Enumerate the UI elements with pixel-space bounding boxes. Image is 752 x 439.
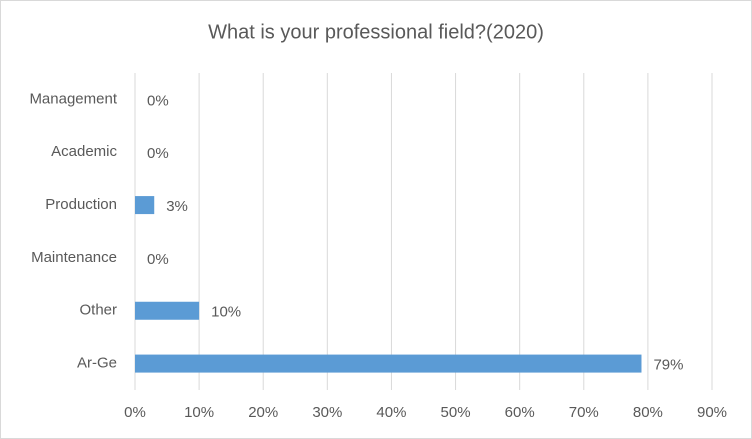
x-tick-label: 0% (124, 404, 146, 421)
x-tick-label: 10% (184, 404, 214, 421)
x-tick-label: 60% (505, 404, 535, 421)
y-tick-label: Academic (51, 143, 117, 160)
bar (135, 354, 642, 373)
y-tick-label: Management (29, 90, 117, 107)
x-tick-label: 40% (376, 404, 406, 421)
data-label: 3% (166, 198, 188, 215)
data-label: 0% (147, 92, 169, 109)
x-tick-label: 80% (633, 404, 663, 421)
data-label: 0% (147, 251, 169, 268)
y-tick-label: Maintenance (31, 249, 117, 266)
bar (135, 301, 200, 320)
data-label: 79% (653, 357, 683, 374)
bar (135, 196, 155, 215)
x-tick-label: 30% (312, 404, 342, 421)
chart-title: What is your professional field?(2020) (208, 21, 544, 43)
y-tick-label: Ar-Ge (77, 355, 117, 372)
x-tick-label: 50% (441, 404, 471, 421)
x-tick-label: 90% (697, 404, 727, 421)
x-tick-label: 20% (248, 404, 278, 421)
data-label: 0% (147, 145, 169, 162)
y-tick-label: Production (45, 196, 117, 213)
x-tick-label: 70% (569, 404, 599, 421)
y-tick-label: Other (79, 302, 117, 319)
data-label: 10% (211, 304, 241, 321)
